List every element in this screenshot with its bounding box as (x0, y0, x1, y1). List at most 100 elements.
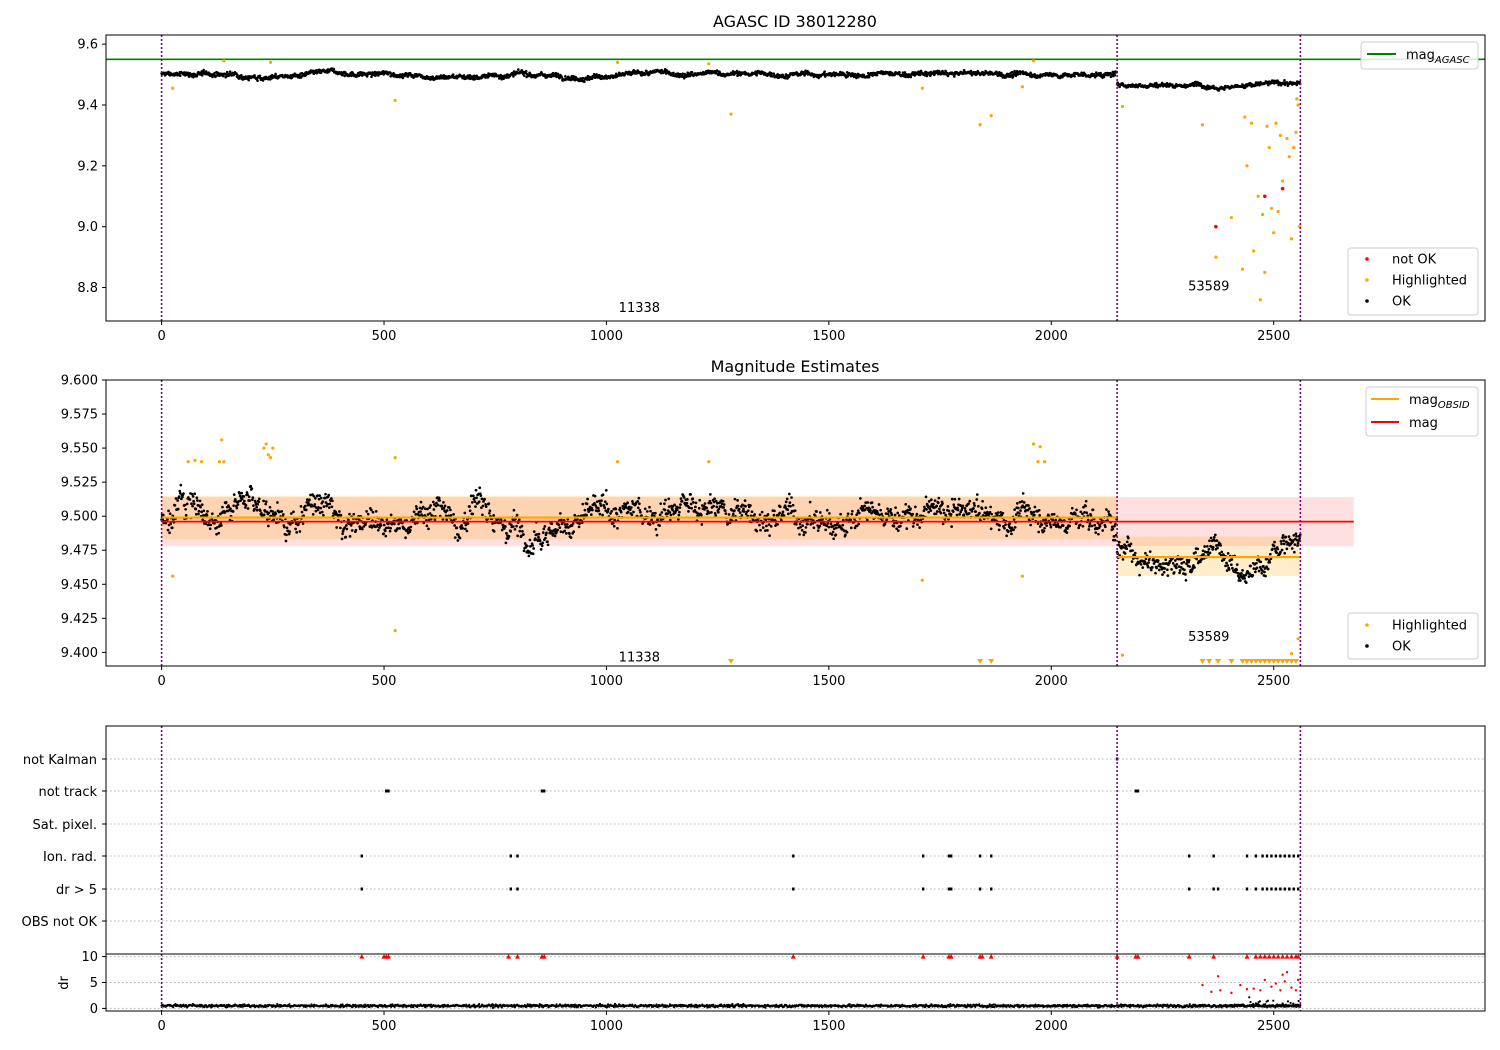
legend-marker (1365, 644, 1369, 648)
highlighted-point (615, 460, 620, 464)
ok-point (549, 532, 553, 535)
ok-point (638, 502, 641, 506)
ok-point (664, 498, 667, 502)
ok-point (893, 513, 897, 517)
ok-point (875, 73, 879, 77)
ok-point (213, 71, 216, 75)
y-tick-label: 9.475 (61, 544, 98, 559)
ok-point (676, 506, 680, 509)
ok-point (851, 509, 854, 513)
ok-point (1266, 567, 1270, 571)
ok-point (715, 501, 719, 505)
highlighted-point (217, 460, 222, 464)
highlighted-point (171, 574, 175, 578)
ok-point (1010, 532, 1013, 536)
ok-point (287, 532, 291, 536)
ok-point (1162, 570, 1166, 574)
ok-point (703, 502, 707, 505)
ok-point (319, 496, 323, 500)
ok-point (690, 70, 694, 74)
ok-point (465, 529, 469, 533)
flag-point (949, 887, 953, 891)
ok-point (1212, 84, 1215, 88)
ok-point (643, 507, 647, 511)
ok-point (560, 76, 564, 79)
ok-point (432, 508, 436, 511)
ok-point (1244, 581, 1248, 584)
ok-point (186, 71, 190, 75)
ok-point (1238, 576, 1241, 580)
ok-point (1011, 75, 1015, 78)
ok-point (677, 513, 681, 517)
y-tick-label: 9.525 (61, 476, 98, 491)
ok-point (537, 535, 540, 539)
ok-point (315, 506, 318, 509)
ok-point (316, 494, 319, 498)
ok-point (1078, 523, 1082, 527)
ok-point (335, 526, 339, 529)
ok-point (998, 524, 1002, 527)
ok-point (1113, 524, 1116, 528)
ok-point (362, 525, 366, 528)
clipped-marker (1252, 659, 1259, 664)
ok-point (894, 506, 897, 510)
ok-point (1212, 535, 1216, 539)
ok-point (691, 497, 695, 500)
x-tick-label: 2000 (1035, 674, 1068, 689)
ok-point (800, 528, 804, 532)
ok-point (1113, 538, 1117, 542)
ok-point (1290, 547, 1294, 550)
ok-point (191, 495, 195, 498)
ok-point (934, 512, 938, 516)
ok-point (1085, 511, 1089, 515)
ok-point (440, 504, 444, 508)
ok-point (565, 523, 569, 526)
ok-point (171, 518, 175, 521)
ok-point (1281, 533, 1285, 537)
ok-point (178, 74, 182, 78)
flag-point (1254, 854, 1258, 858)
clipped-marker (1199, 659, 1206, 664)
ok-point (388, 529, 392, 533)
ok-point (682, 76, 686, 80)
ok-point (436, 503, 440, 507)
ok-point (895, 527, 899, 531)
ok-point (963, 507, 967, 510)
ok-point (856, 509, 860, 513)
ok-point (600, 499, 603, 502)
ok-point (1043, 526, 1046, 530)
ok-point (474, 488, 478, 492)
ok-point (1183, 568, 1186, 572)
ok-point (194, 507, 198, 511)
ok-point (1021, 492, 1025, 495)
ok-point (628, 508, 632, 512)
ok-point (531, 552, 535, 556)
ok-point (1049, 525, 1053, 529)
ok-point (1094, 531, 1098, 534)
highlighted-point (1252, 249, 1256, 253)
ok-point (958, 513, 961, 516)
ok-point (890, 71, 893, 75)
ok-point (1042, 518, 1045, 522)
ok-point (545, 531, 548, 535)
ok-point (1235, 563, 1239, 566)
ok-point (919, 518, 923, 522)
ok-point (1068, 524, 1071, 528)
ok-point (208, 527, 212, 531)
ok-point (540, 544, 544, 548)
ok-point (1224, 564, 1227, 568)
ok-point (956, 506, 959, 510)
ok-point (161, 513, 165, 517)
ok-point (772, 513, 776, 517)
ok-point (1297, 539, 1300, 542)
ok-point (896, 529, 900, 532)
ok-point (1287, 541, 1290, 545)
ok-point (884, 512, 888, 515)
y-tick-label: 9.0 (77, 220, 98, 235)
ok-point (456, 539, 460, 542)
ok-point (1007, 72, 1010, 76)
ok-point (442, 501, 445, 504)
dr-point (174, 1003, 177, 1006)
ok-point (1130, 560, 1134, 563)
flag-point (542, 789, 546, 793)
